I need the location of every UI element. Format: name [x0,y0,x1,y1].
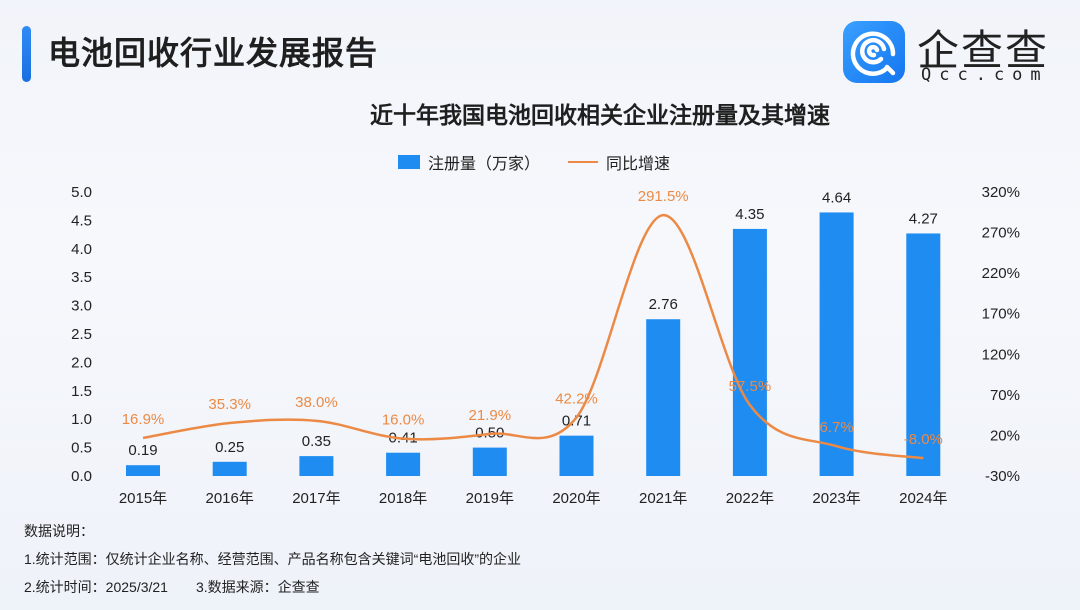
data-notes: 数据说明： 1.统计范围：仅统计企业名称、经营范围、产品名称包含关键词“电池回收… [24,517,521,601]
legend-line-label: 同比增速 [606,156,671,173]
page-title: 电池回收行业发展报告 [48,35,379,71]
qcc-logo-icon [843,21,905,83]
x-axis-tick: 2015年 [119,490,167,507]
x-axis-tick: 2024年 [899,490,947,507]
line-value-label: 291.5% [638,188,689,205]
notes-line-1: 1.统计范围：仅统计企业名称、经营范围、产品名称包含关键词“电池回收”的企业 [24,551,521,567]
bar-value-label: 0.25 [215,439,244,456]
bar-value-label: 0.19 [128,442,157,459]
left-axis-tick: 2.0 [71,354,92,371]
bar-value-label: 2.76 [649,296,678,313]
bar-value-label: 4.64 [822,189,851,206]
notes-heading: 数据说明： [24,523,94,539]
bar [732,228,767,476]
bar [472,447,507,476]
line-value-label: 16.9% [122,411,165,428]
legend-line-swatch [568,161,599,163]
left-axis-tick: 2.5 [71,326,92,343]
bar [559,435,594,476]
bar [906,233,941,476]
bar [646,319,681,476]
right-axis-tick: -30% [985,468,1020,485]
x-axis-tick: 2019年 [466,490,514,507]
line-value-label: 38.0% [295,394,338,411]
left-axis-tick: 3.0 [71,298,92,315]
right-axis-tick: 70% [990,387,1020,404]
left-axis-tick: 4.0 [71,241,92,258]
left-axis-tick: 3.5 [71,269,92,286]
right-axis-tick: 120% [982,346,1020,363]
chart-legend: 注册量（万家） 同比增速 [398,150,670,174]
x-axis-tick: 2022年 [726,490,774,507]
left-axis-tick: 5.0 [71,184,92,201]
left-axis-tick: 0.5 [71,440,92,457]
bar-value-label: 4.35 [735,206,764,223]
logo-text: 企查查 [917,27,1050,74]
x-axis-tick: 2018年 [379,490,427,507]
notes-line-2b: 3.数据来源：企查查 [195,579,320,595]
left-axis-tick: 0.0 [71,468,92,485]
growth-rate-line [142,213,924,460]
title-accent-bar [22,26,31,82]
x-axis-tick: 2016年 [206,490,254,507]
x-axis-tick: 2023年 [812,490,860,507]
line-value-label: 57.5% [729,378,772,395]
x-axis-tick: 2021年 [639,490,687,507]
x-axis-tick: 2020年 [552,490,600,507]
bar [819,212,854,476]
legend-bar-swatch [398,155,420,169]
line-value-label: 16.0% [382,412,425,429]
notes-line-2a: 2.统计时间：2025/3/21 [24,579,168,595]
left-axis-tick: 1.5 [71,383,92,400]
qcc-logo: 企查查 Qcc.com [843,21,1063,85]
line-value-label: 21.9% [469,407,512,424]
right-axis-tick: 20% [990,427,1020,444]
x-axis-tick: 2017年 [292,490,340,507]
right-axis-tick: 170% [982,306,1020,323]
bar [299,456,334,476]
right-axis-tick: 320% [982,184,1020,201]
right-axis-tick: 270% [982,225,1020,242]
line-value-label: -8.0% [904,431,943,448]
bar [212,461,247,476]
bar-value-label: 4.27 [909,210,938,227]
bar [386,452,421,476]
logo-domain: Qcc.com [921,65,1049,85]
left-axis-tick: 4.5 [71,212,92,229]
line-value-label: 6.7% [819,419,853,436]
legend-bar-label: 注册量（万家） [428,156,541,173]
chart-title: 近十年我国电池回收相关企业注册量及其增速 [370,102,830,128]
bar-value-label: 0.35 [302,433,331,450]
line-value-label: 35.3% [208,396,251,413]
right-axis-tick: 220% [982,265,1020,282]
bar [126,465,160,476]
line-value-label: 42.2% [555,390,598,407]
left-axis-tick: 1.0 [71,411,92,428]
